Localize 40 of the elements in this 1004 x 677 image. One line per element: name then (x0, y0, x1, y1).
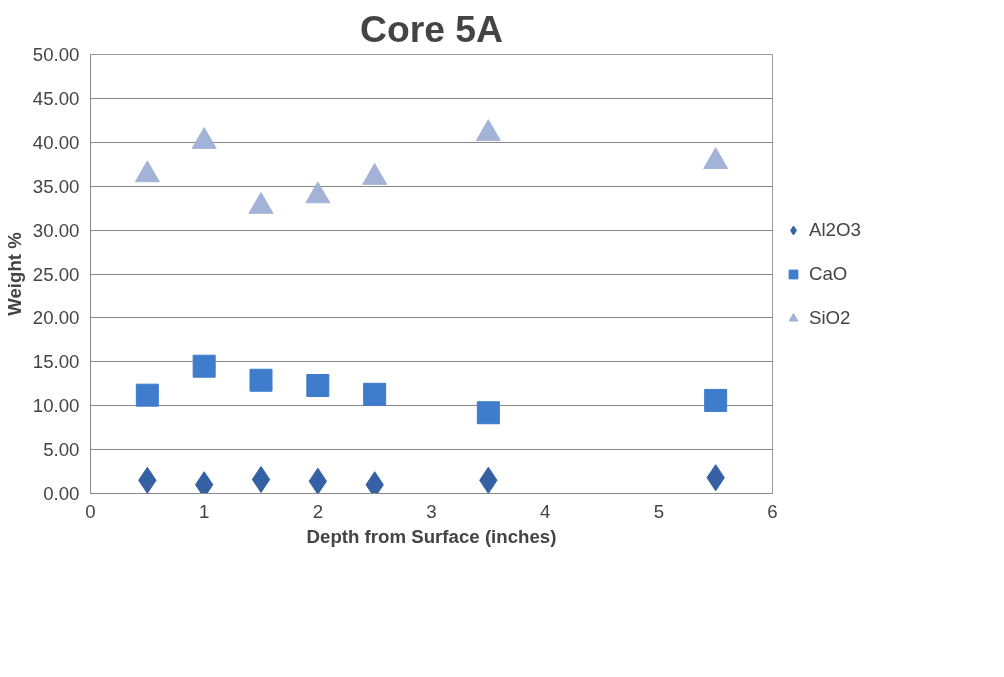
point (134, 160, 160, 183)
y-tick-label: 15.00 (32, 351, 80, 373)
point (362, 163, 388, 185)
point (191, 127, 217, 149)
point (475, 119, 501, 141)
x-tick-label: 5 (653, 500, 665, 522)
x-tick-label: 4 (539, 500, 551, 522)
point (704, 388, 728, 412)
y-tick-label: 45.00 (32, 87, 80, 109)
y-tick-label: 50.00 (32, 44, 80, 65)
point (192, 354, 216, 378)
point (476, 401, 500, 425)
y-tick-label: 30.00 (32, 219, 80, 241)
y-tick-label: 20.00 (32, 307, 80, 329)
x-axis-title: Depth from Surface (inches) (306, 525, 557, 547)
point (306, 374, 330, 398)
x-tick-label: 2 (312, 500, 324, 522)
x-tick-label: 6 (767, 500, 778, 522)
y-tick-label: 35.00 (32, 175, 80, 197)
legend-label: Al2O3 (809, 218, 862, 241)
y-axis-title: Weight % (3, 231, 25, 316)
point (308, 467, 327, 494)
x-tick-label: 0 (85, 500, 96, 522)
point (248, 192, 274, 214)
point (251, 465, 271, 493)
point (249, 368, 273, 392)
point (363, 382, 387, 406)
y-tick-label: 25.00 (32, 263, 80, 285)
point (703, 147, 729, 170)
y-tick-label: 40.00 (32, 131, 80, 153)
chart-title: Core 5A (359, 7, 504, 50)
point (305, 181, 331, 204)
x-tick-label: 3 (426, 500, 437, 522)
x-tick-label: 1 (198, 500, 210, 522)
y-tick-label: 0.00 (43, 483, 80, 504)
legend-label: CaO (809, 262, 849, 285)
legend-label: SiO2 (809, 306, 852, 329)
point (135, 383, 159, 407)
y-tick-label: 10.00 (32, 395, 80, 417)
y-tick-label: 5.00 (43, 439, 80, 461)
